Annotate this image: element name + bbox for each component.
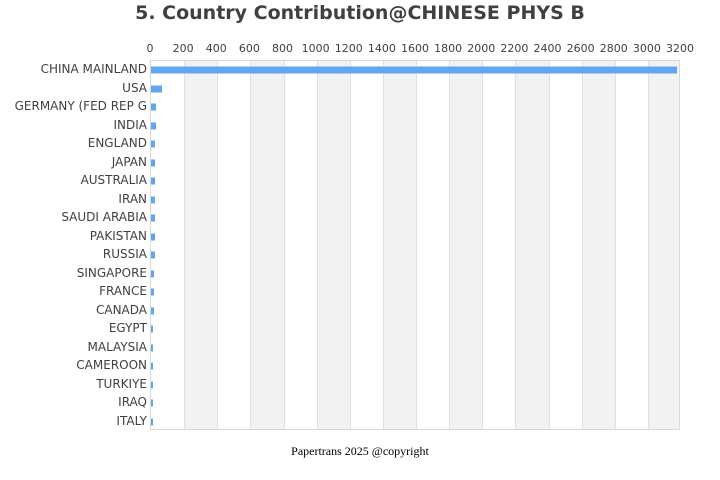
bar[interactable] — [151, 270, 154, 277]
y-tick-label: RUSSIA — [102, 247, 147, 261]
y-tick-label: AUSTRALIA — [80, 173, 147, 187]
y-tick-label: IRAQ — [118, 395, 147, 409]
grid-band — [449, 61, 483, 429]
bar[interactable] — [151, 233, 155, 240]
grid-band — [416, 61, 449, 429]
y-tick-label: CANADA — [95, 302, 147, 317]
y-tick-label: TURKIYE — [96, 376, 147, 391]
x-tick-label: 1200 — [334, 42, 363, 55]
grid-band — [482, 61, 515, 429]
x-tick-label: 400 — [205, 42, 227, 55]
x-tick-label: 1600 — [401, 42, 429, 55]
bar[interactable] — [151, 418, 153, 425]
bar[interactable] — [151, 307, 154, 314]
y-tick-label: IRAN — [118, 191, 147, 206]
y-tick-label: USA — [122, 80, 147, 95]
bar[interactable] — [151, 66, 677, 74]
y-tick-label: SAUDI ARABIA — [61, 210, 147, 224]
bar[interactable] — [151, 288, 154, 296]
y-tick-label: EGYPT — [108, 321, 147, 335]
bar[interactable] — [151, 214, 155, 222]
grid-band — [581, 61, 615, 429]
x-tick-label: 1000 — [301, 42, 330, 55]
grid-band — [382, 61, 416, 429]
bar[interactable] — [151, 159, 155, 166]
x-tick-label: 600 — [238, 42, 260, 55]
bar[interactable] — [151, 325, 153, 333]
y-tick-label: GERMANY (FED REP G — [14, 99, 147, 113]
bar[interactable] — [151, 344, 153, 351]
grid-band — [283, 61, 317, 429]
grid-band — [217, 61, 250, 429]
x-tick-label: 200 — [172, 42, 194, 55]
bar[interactable] — [151, 251, 155, 259]
bar[interactable] — [151, 362, 153, 370]
x-tick-label: 2000 — [467, 42, 496, 55]
bar[interactable] — [151, 196, 155, 203]
x-tick-label: 800 — [272, 42, 293, 55]
x-tick-label: 0 — [146, 42, 154, 55]
bar[interactable] — [151, 103, 157, 111]
x-tick-label: 1800 — [434, 42, 463, 55]
y-tick-label: CAMEROON — [76, 358, 147, 372]
y-tick-label: SINGAPORE — [76, 265, 147, 280]
y-tick-label: ITALY — [116, 413, 147, 428]
chart-title: 5. Country Contribution@CHINESE PHYS B — [135, 2, 585, 24]
grid-band — [316, 61, 350, 429]
plot-area — [150, 60, 680, 430]
x-tick-label: 3200 — [666, 42, 694, 55]
grid-band — [647, 61, 679, 429]
grid-band — [349, 61, 383, 429]
y-tick-label: FRANCE — [99, 284, 147, 298]
grid-band — [515, 61, 549, 429]
bar[interactable] — [151, 381, 153, 388]
bar[interactable] — [151, 122, 156, 129]
bar[interactable] — [151, 177, 155, 185]
x-tick-label: 2200 — [500, 42, 529, 55]
y-tick-label: CHINA MAINLAND — [40, 62, 147, 76]
grid-band — [250, 61, 284, 429]
x-tick-label: 2600 — [566, 42, 595, 55]
y-tick-label: ENGLAND — [87, 136, 147, 150]
bar[interactable] — [151, 85, 163, 92]
bar[interactable] — [151, 399, 153, 407]
bar[interactable] — [151, 140, 155, 148]
grid-band — [184, 61, 218, 429]
x-tick-label: 2400 — [533, 42, 562, 55]
y-tick-label: JAPAN — [111, 154, 147, 169]
grid-band — [614, 61, 648, 429]
grid-band — [548, 61, 582, 429]
y-tick-label: MALAYSIA — [87, 339, 148, 354]
y-tick-label: PAKISTAN — [89, 228, 147, 243]
x-tick-label: 3000 — [632, 42, 661, 55]
grid-band — [151, 61, 184, 429]
copyright-footer: Papertrans 2025 @copyright — [291, 444, 429, 458]
y-tick-label: INDIA — [113, 117, 147, 132]
x-tick-label: 1400 — [367, 42, 396, 55]
x-tick-label: 2800 — [599, 42, 628, 55]
